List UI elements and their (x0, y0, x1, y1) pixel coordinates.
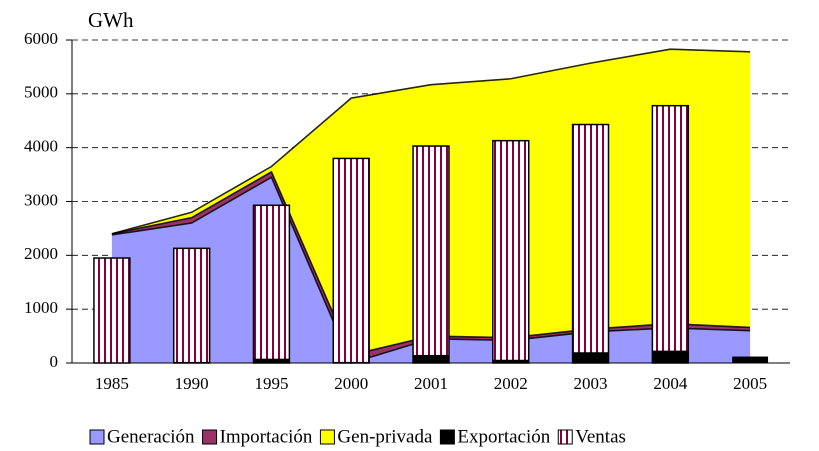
legend-swatch (557, 429, 573, 445)
y-tick-label: 1000 (24, 298, 58, 317)
legend-swatch (89, 429, 105, 445)
bar (332, 157, 370, 364)
bar (651, 104, 690, 364)
bar (732, 356, 769, 363)
bar (492, 139, 530, 364)
y-tick-label: 5000 (24, 83, 58, 102)
y-tick-label: 6000 (24, 29, 58, 48)
bar (571, 123, 610, 364)
x-tick-label: 2004 (653, 374, 688, 393)
y-tick-label: 2000 (24, 244, 58, 263)
x-tick-label: 1985 (95, 374, 129, 393)
bar (492, 359, 529, 363)
legend: Generación Importación Gen-privada Exportac… (89, 426, 626, 447)
area-line (111, 48, 751, 235)
bar (652, 350, 689, 363)
legend-swatch (202, 429, 218, 445)
bar (172, 247, 211, 364)
x-tick-label: 2005 (733, 374, 767, 393)
legend-swatch (439, 429, 455, 445)
legend-label: Importación (220, 426, 313, 447)
bar (253, 358, 290, 363)
y-axis-title: GWh (88, 8, 134, 32)
y-tick-label: 3000 (24, 190, 58, 209)
bar (333, 361, 370, 363)
x-tick-label: 2000 (334, 374, 368, 393)
x-tick-label: 1995 (254, 374, 288, 393)
x-tick-label: 2003 (574, 374, 608, 393)
legend-label: Ventas (575, 426, 626, 447)
x-tick-label: 1990 (175, 374, 209, 393)
legend-swatch (319, 429, 335, 445)
bar (173, 361, 210, 363)
x-tick-label: 2001 (414, 374, 448, 393)
legend-label: Generación (107, 426, 195, 447)
bar (93, 257, 131, 364)
bar (412, 145, 450, 364)
bar (572, 352, 609, 363)
legend-label: Exportación (457, 426, 550, 447)
y-tick-label: 0 (50, 352, 59, 371)
y-tick-label: 4000 (24, 137, 58, 156)
bar (252, 204, 291, 364)
bar (413, 354, 449, 363)
x-tick-label: 2002 (494, 374, 528, 393)
legend-label: Gen-privada (337, 426, 433, 447)
